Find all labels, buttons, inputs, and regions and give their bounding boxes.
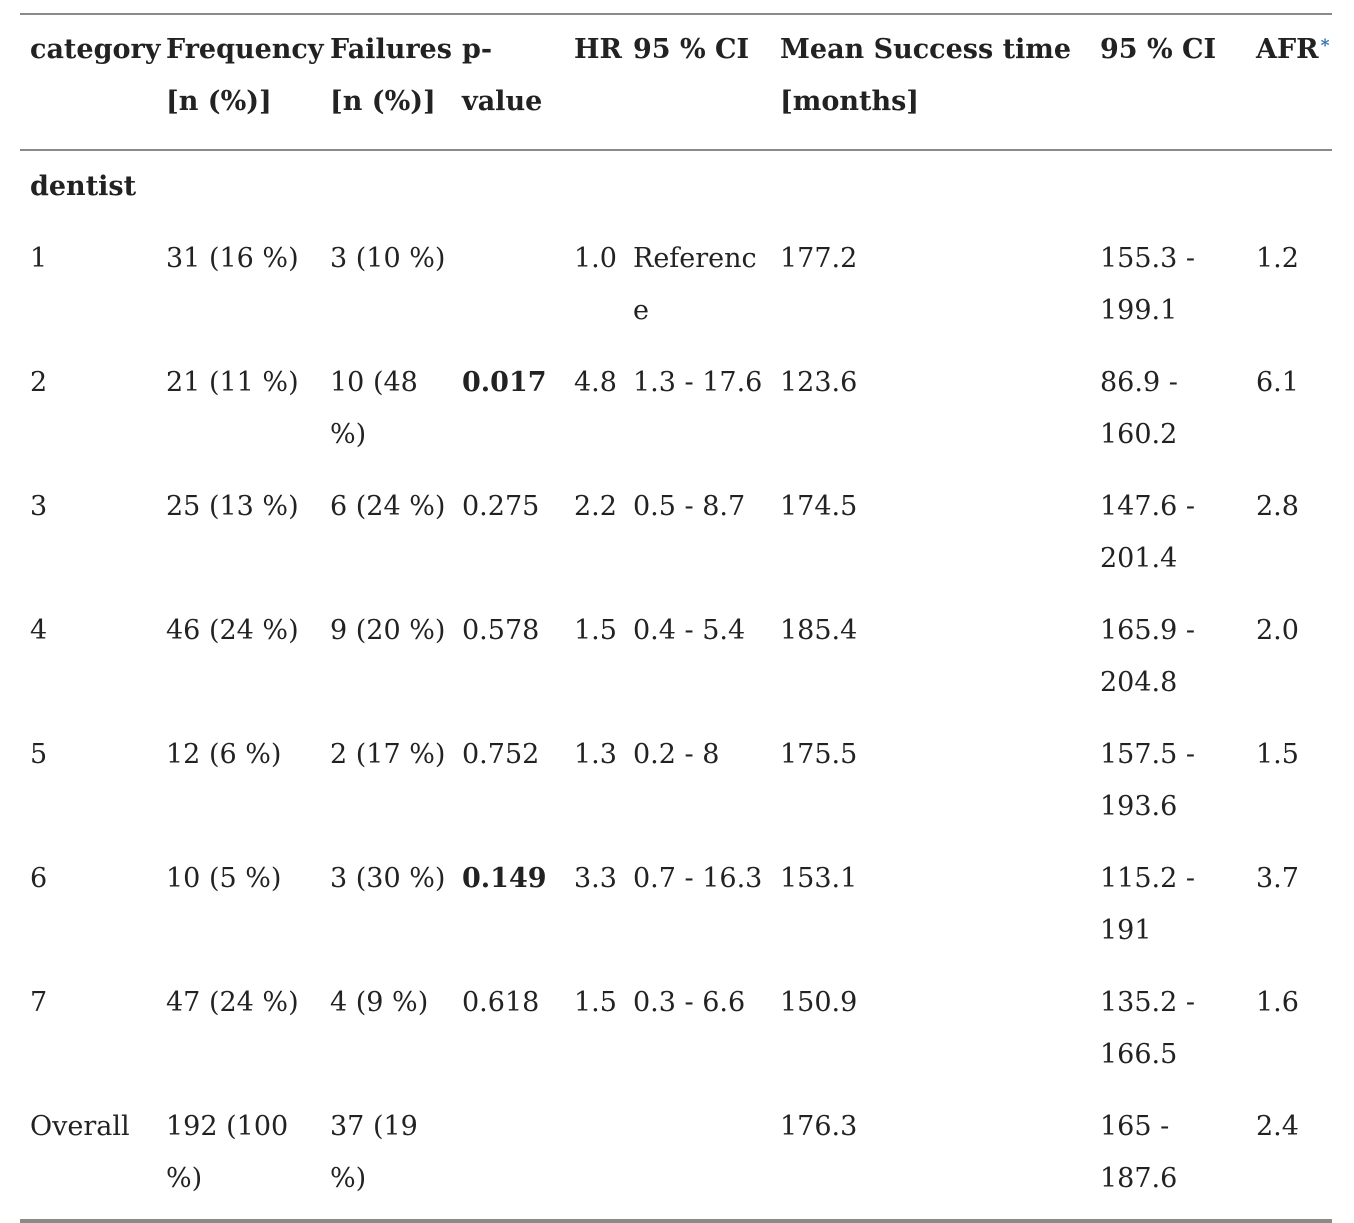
cell-category: 1 — [30, 243, 48, 274]
cell-mean-success-time: 153.1 — [780, 863, 858, 894]
cell-frequency: 10 (5 %) — [166, 863, 282, 894]
cell-ci-mean: 165 - 187.6 — [1100, 1111, 1178, 1194]
cell-hr: 1.3 — [574, 739, 617, 770]
cell-ci-mean: 115.2 - 191 — [1100, 863, 1196, 946]
cell-afr: 2.4 — [1256, 1111, 1299, 1142]
table-row: 5 12 (6 %) 2 (17 %) 0.752 1.3 0.2 - 8 175.5 157… — [20, 719, 1332, 843]
table-row: 4 46 (24 %) 9 (20 %) 0.578 1.5 0.4 - 5.4 185.4… — [20, 595, 1332, 719]
group-label: dentist — [30, 171, 137, 202]
cell-hr: 1.5 — [574, 615, 617, 646]
cell-p-value: 0.017 — [462, 367, 547, 398]
cell-ci — [623, 1091, 770, 1219]
group-row: dentist — [20, 150, 1332, 223]
table-header: category Frequency [n (%)] Failures [n (… — [20, 14, 1332, 150]
cell-category: 2 — [30, 367, 48, 398]
cell-mean-success-time: 175.5 — [780, 739, 858, 770]
cell-p-value — [452, 223, 564, 347]
cell-ci: 0.4 - 5.4 — [633, 615, 746, 646]
afr-footnote-link[interactable]: * — [1320, 36, 1330, 56]
header-ci: 95 % CI — [633, 34, 750, 65]
cell-afr: 6.1 — [1256, 367, 1299, 398]
cell-afr: 3.7 — [1256, 863, 1299, 894]
cell-mean-success-time: 150.9 — [780, 987, 858, 1018]
table-row: 2 21 (11 %) 10 (48 %) 0.017 4.8 1.3 - 17.6 123… — [20, 347, 1332, 471]
cell-ci: 0.2 - 8 — [633, 739, 720, 770]
cell-frequency: 192 (100 %) — [166, 1111, 289, 1194]
cell-failures: 6 (24 %) — [330, 491, 446, 522]
header-failures: Failures [n (%)] — [330, 34, 452, 117]
cell-p-value: 0.618 — [462, 987, 540, 1018]
cell-frequency: 46 (24 %) — [166, 615, 299, 646]
cell-category: Overall — [30, 1111, 130, 1142]
header-frequency: Frequency [n (%)] — [166, 34, 324, 117]
cell-ci-mean: 86.9 - 160.2 — [1100, 367, 1178, 450]
cell-afr: 2.8 — [1256, 491, 1299, 522]
cell-mean-success-time: 174.5 — [780, 491, 858, 522]
cell-failures: 3 (10 %) — [330, 243, 446, 274]
cell-failures: 37 (19 %) — [330, 1111, 418, 1194]
cell-failures: 2 (17 %) — [330, 739, 446, 770]
cell-hr: 3.3 — [574, 863, 617, 894]
cell-afr: 2.0 — [1256, 615, 1299, 646]
header-ci-mean: 95 % CI — [1100, 34, 1217, 65]
cell-failures: 3 (30 %) — [330, 863, 446, 894]
cell-p-value: 0.752 — [462, 739, 540, 770]
cell-category: 4 — [30, 615, 48, 646]
cell-ci-mean: 135.2 - 166.5 — [1100, 987, 1196, 1070]
cell-frequency: 31 (16 %) — [166, 243, 299, 274]
results-table-container: category Frequency [n (%)] Failures [n (… — [20, 13, 1332, 1223]
table-row: 7 47 (24 %) 4 (9 %) 0.618 1.5 0.3 - 6.6 150.9 1… — [20, 967, 1332, 1091]
header-hr: HR — [574, 34, 622, 65]
cell-frequency: 21 (11 %) — [166, 367, 299, 398]
table-row: Overall 192 (100 %) 37 (19 %) 176.3 165 - 18… — [20, 1091, 1332, 1219]
cell-ci: 0.5 - 8.7 — [633, 491, 746, 522]
header-afr-label: AFR — [1256, 34, 1319, 65]
header-mean-success-time: Mean Success time [months] — [780, 34, 1072, 117]
results-table: category Frequency [n (%)] Failures [n (… — [20, 13, 1332, 1219]
cell-hr: 1.0 — [574, 243, 617, 274]
cell-afr: 1.5 — [1256, 739, 1299, 770]
cell-ci-mean: 155.3 - 199.1 — [1100, 243, 1196, 326]
cell-failures: 10 (48 %) — [330, 367, 418, 450]
cell-failures: 4 (9 %) — [330, 987, 429, 1018]
cell-mean-success-time: 185.4 — [780, 615, 858, 646]
cell-mean-success-time: 177.2 — [780, 243, 858, 274]
cell-frequency: 47 (24 %) — [166, 987, 299, 1018]
cell-ci: Reference — [633, 243, 757, 326]
cell-category: 3 — [30, 491, 48, 522]
cell-ci-mean: 147.6 - 201.4 — [1100, 491, 1196, 574]
cell-ci-mean: 165.9 - 204.8 — [1100, 615, 1196, 698]
cell-p-value — [452, 1091, 564, 1219]
header-row: category Frequency [n (%)] Failures [n (… — [20, 14, 1332, 150]
cell-hr: 2.2 — [574, 491, 617, 522]
cell-category: 7 — [30, 987, 48, 1018]
cell-ci: 0.7 - 16.3 — [633, 863, 763, 894]
header-category: category — [30, 34, 161, 65]
table-row: 1 31 (16 %) 3 (10 %) 1.0 Reference 177.2 155.3… — [20, 223, 1332, 347]
cell-category: 5 — [30, 739, 48, 770]
cell-afr: 1.6 — [1256, 987, 1299, 1018]
cell-ci-mean: 157.5 - 193.6 — [1100, 739, 1196, 822]
cell-ci: 1.3 - 17.6 — [633, 367, 763, 398]
table-body: dentist 1 31 (16 %) 3 (10 %) 1.0 Reference 17… — [20, 150, 1332, 1219]
cell-failures: 9 (20 %) — [330, 615, 446, 646]
cell-hr — [564, 1091, 623, 1219]
cell-mean-success-time: 123.6 — [780, 367, 858, 398]
cell-frequency: 12 (6 %) — [166, 739, 282, 770]
table-row: 3 25 (13 %) 6 (24 %) 0.275 2.2 0.5 - 8.7 174.5… — [20, 471, 1332, 595]
cell-hr: 1.5 — [574, 987, 617, 1018]
header-afr: AFR * — [1246, 14, 1332, 150]
cell-p-value: 0.275 — [462, 491, 540, 522]
cell-p-value: 0.149 — [462, 863, 547, 894]
cell-frequency: 25 (13 %) — [166, 491, 299, 522]
cell-mean-success-time: 176.3 — [780, 1111, 858, 1142]
cell-p-value: 0.578 — [462, 615, 540, 646]
cell-hr: 4.8 — [574, 367, 617, 398]
cell-category: 6 — [30, 863, 48, 894]
table-row: 6 10 (5 %) 3 (30 %) 0.149 3.3 0.7 - 16.3 153.1… — [20, 843, 1332, 967]
cell-afr: 1.2 — [1256, 243, 1299, 274]
header-p-value: p-value — [462, 34, 543, 117]
cell-ci: 0.3 - 6.6 — [633, 987, 746, 1018]
